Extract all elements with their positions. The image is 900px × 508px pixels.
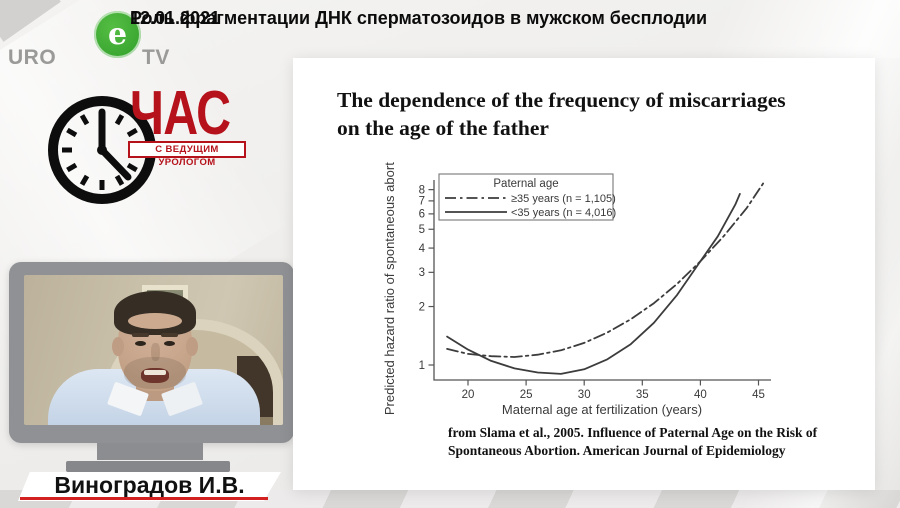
monitor-stand-base bbox=[66, 461, 230, 472]
chart-curve-over35 bbox=[446, 182, 765, 358]
slide-citation: from Slama et al., 2005. Influence of Pa… bbox=[448, 425, 818, 458]
chart-x-ticks: 20 25 30 35 40 45 bbox=[462, 380, 765, 401]
svg-text:35: 35 bbox=[636, 389, 649, 401]
urotv-logo: URO e TV bbox=[6, 6, 186, 76]
svg-text:2: 2 bbox=[419, 301, 425, 313]
legend-entry-under35: <35 years (n = 4,016) bbox=[511, 207, 616, 219]
nameplate-underline bbox=[20, 497, 268, 500]
svg-text:4: 4 bbox=[419, 243, 426, 255]
svg-text:5: 5 bbox=[419, 224, 425, 236]
svg-text:25: 25 bbox=[520, 389, 533, 401]
slide-title: The dependence of the frequency of misca… bbox=[337, 88, 786, 140]
speaker-video bbox=[24, 275, 283, 425]
chart-y-axis-label: Predicted hazard ratio of spontaneous ab… bbox=[382, 162, 397, 415]
svg-text:7: 7 bbox=[419, 196, 425, 208]
urotv-logo-text-left: URO bbox=[8, 46, 57, 69]
chas-logo-title: ЧАС bbox=[130, 79, 231, 148]
chart-x-axis-label: Maternal age at fertilization (years) bbox=[502, 402, 702, 417]
monitor-stand bbox=[97, 443, 203, 460]
svg-text:40: 40 bbox=[694, 389, 707, 401]
background-right-strip bbox=[875, 58, 900, 490]
svg-text:20: 20 bbox=[462, 389, 475, 401]
chart-curve-under35 bbox=[446, 192, 741, 375]
svg-text:1: 1 bbox=[419, 360, 425, 372]
chas-logo-subtitle: С ВЕДУЩИМ УРОЛОГОМ bbox=[128, 141, 246, 168]
chart-y-ticks: 1 2 3 4 5 678 bbox=[419, 184, 434, 372]
webinar-title-text: Роль фрагментации ДНК сперматозоидов в м… bbox=[130, 8, 708, 28]
svg-text:30: 30 bbox=[578, 389, 591, 401]
chart-series bbox=[446, 182, 765, 375]
legend-entry-over35: ≥35 years (n = 1,105) bbox=[511, 193, 616, 205]
svg-text:3: 3 bbox=[419, 267, 425, 279]
slide-chart: Predicted hazard ratio of spontaneous ab… bbox=[382, 162, 771, 417]
svg-text:6: 6 bbox=[419, 209, 425, 221]
chas-logo: ЧАС С ВЕДУЩИМ УРОЛОГОМ bbox=[40, 79, 292, 216]
svg-text:45: 45 bbox=[752, 389, 765, 401]
urotv-e-icon: e bbox=[94, 11, 141, 58]
urotv-logo-text-right: TV bbox=[142, 46, 170, 69]
svg-text:8: 8 bbox=[419, 184, 425, 196]
monitor-icon bbox=[9, 262, 294, 443]
legend-title: Paternal age bbox=[493, 178, 558, 190]
speaker-nameplate: Виноградов И.В. bbox=[18, 472, 281, 501]
speaker-webcam: Виноградов И.В. bbox=[8, 258, 308, 508]
webinar-date: 12.01.2021 bbox=[130, 8, 221, 28]
presentation-slide: The dependence of the frequency of misca… bbox=[293, 58, 875, 490]
